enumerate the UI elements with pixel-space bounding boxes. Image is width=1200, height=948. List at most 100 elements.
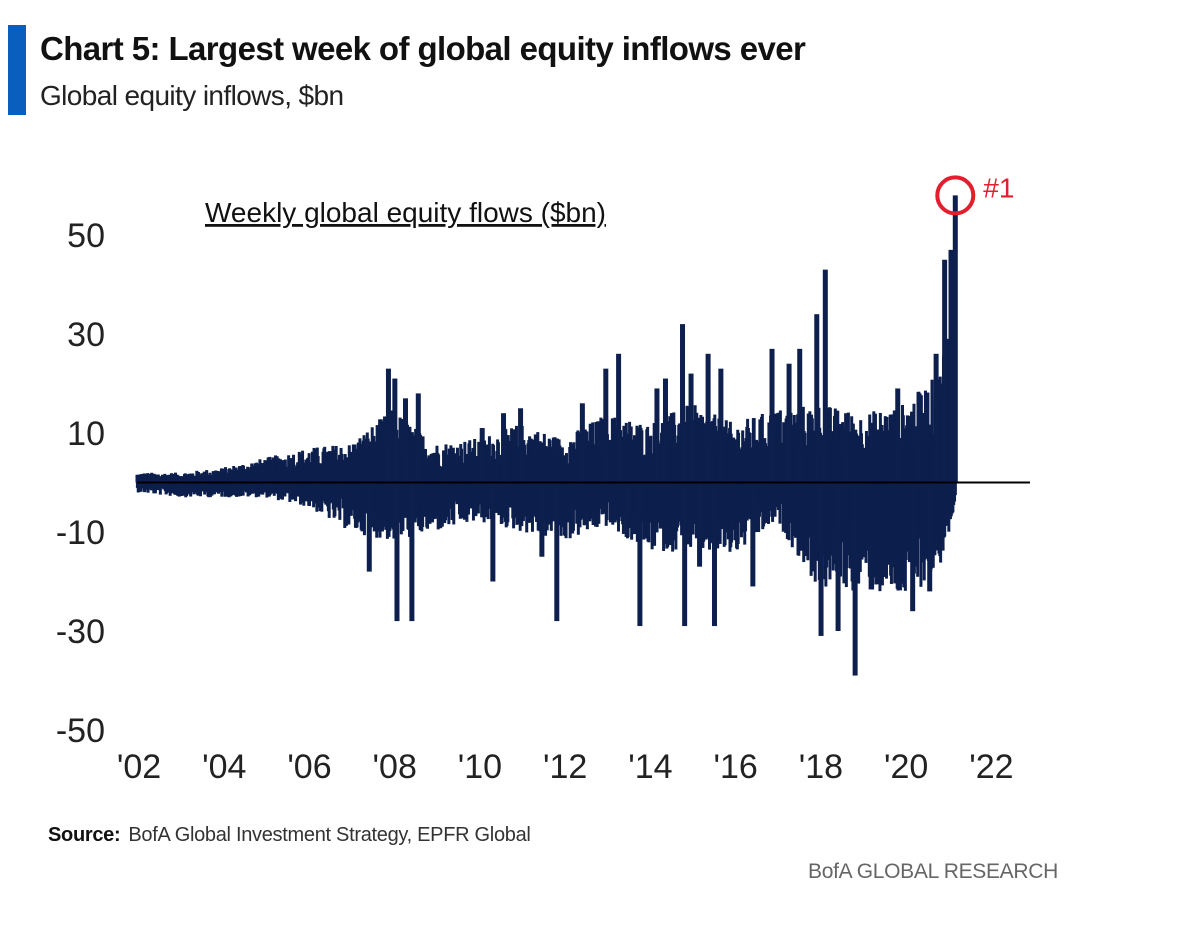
flow-spike-bar [539,482,545,557]
x-tick-label: '18 [799,748,843,786]
flow-spike-bar [637,482,643,627]
flow-spike-bar [392,378,398,483]
flow-spike-bar [654,388,660,483]
flow-spike-bar [705,353,711,483]
source-label: Source: [48,824,121,846]
weekly-flow-bar [185,482,189,496]
weekly-flow-bar [923,390,927,483]
y-tick-label: 50 [67,217,105,255]
flow-spike-bar [518,408,524,483]
x-tick-label: '14 [628,748,672,786]
weekly-flow-bar [802,482,806,563]
flow-spike-bar [952,195,958,483]
weekly-flow-bar [813,482,817,582]
flow-spike-bar [479,428,485,483]
x-tick-label: '10 [458,748,502,786]
weekly-flow-bar [174,472,178,483]
weekly-flow-bar [883,416,887,483]
weekly-flow-bar [142,473,146,483]
flow-spike-bar [818,482,824,636]
weekly-flow-bar [153,482,157,494]
weekly-flow-bar [594,482,598,527]
weekly-flow-bar [583,482,587,526]
inner-chart-title: Weekly global equity flows ($bn) [205,197,606,228]
flow-spike-bar [501,413,507,483]
weekly-flow-bar [205,470,209,483]
weekly-flow-bar [506,482,510,523]
y-axis: 50 30 10 -10 -30 -50 [56,217,105,750]
x-tick-label: '22 [969,748,1013,786]
weekly-flow-bar [555,438,559,483]
weekly-flow-bar [737,432,741,483]
weekly-flow-bar [605,482,609,521]
weekly-flow-bar [452,482,456,525]
weekly-flow-bar [571,482,575,531]
source-text: BofA Global Investment Strategy, EPFR Gl… [128,824,531,846]
y-tick-label: -10 [56,514,105,552]
weekly-flow-bar [640,430,644,483]
weekly-flow-bar [305,482,309,502]
weekly-flow-bar [189,482,193,497]
flow-spike-bar [797,348,803,483]
weekly-flow-bar [528,436,532,483]
flow-spike-bar [910,482,916,612]
flow-spike-bar [554,482,560,622]
weekly-flow-bar [334,445,338,483]
weekly-flow-bar [685,405,689,483]
flow-spike-bar [895,388,901,483]
weekly-flow-bar [647,482,651,543]
flow-spike-bar [718,368,724,483]
weekly-flow-bar [533,434,537,483]
weekly-flow-bar [930,379,934,483]
weekly-flow-bar [843,482,847,582]
weekly-flow-bar [663,482,667,542]
record-annotation-label: #1 [983,172,1014,203]
weekly-flow-bar [809,482,813,576]
flow-spike-bar [579,403,585,483]
flow-spike-bar [394,482,400,622]
x-tick-label: '04 [202,748,246,786]
flow-spike-bar [680,324,686,483]
flow-spike-bar [822,269,828,483]
x-tick-label: '20 [884,748,928,786]
weekly-flow-bar [232,466,236,483]
weekly-flow-bar [828,482,832,580]
flow-spike-bar [662,378,668,483]
flow-spike-bar [366,482,372,572]
weekly-flow-bar [278,459,282,483]
weekly-flow-bar [773,482,777,517]
weekly-flow-bar [315,482,319,512]
flow-spike-bar [786,363,792,483]
weekly-flow-bar [520,482,524,527]
weekly-flow-bar [850,416,854,483]
weekly-flow-bar [864,430,868,483]
flow-spike-bar [814,314,820,483]
flow-spike-bar [933,353,939,483]
x-tick-label: '08 [373,748,417,786]
flow-spike-bar [682,482,688,627]
weekly-flow-bar [873,413,877,483]
weekly-flow-bar [463,441,467,483]
weekly-flow-bar [299,482,303,505]
bars-layer [135,195,958,676]
flow-spike-bar [603,368,609,483]
weekly-flow-bar [455,447,459,483]
weekly-flow-bar [912,403,916,483]
weekly-flow-bar [320,482,324,512]
y-tick-label: -30 [56,613,105,651]
chart-subtitle: Global equity inflows, $bn [40,80,344,111]
weekly-flow-bar [421,482,425,527]
weekly-flow-bar [778,482,782,524]
flow-spike-bar [711,482,717,627]
flow-spike-bar [688,373,694,483]
weekly-flow-bar [492,445,496,483]
weekly-flow-bar [165,475,169,483]
weekly-flow-bar [158,482,162,495]
flow-spike-bar [616,353,622,483]
weekly-flow-bar [611,482,615,525]
weekly-flow-bar [926,392,930,483]
flow-spike-bar [942,259,948,483]
weekly-flow-bar [246,482,250,497]
weekly-flow-bar [902,482,906,588]
